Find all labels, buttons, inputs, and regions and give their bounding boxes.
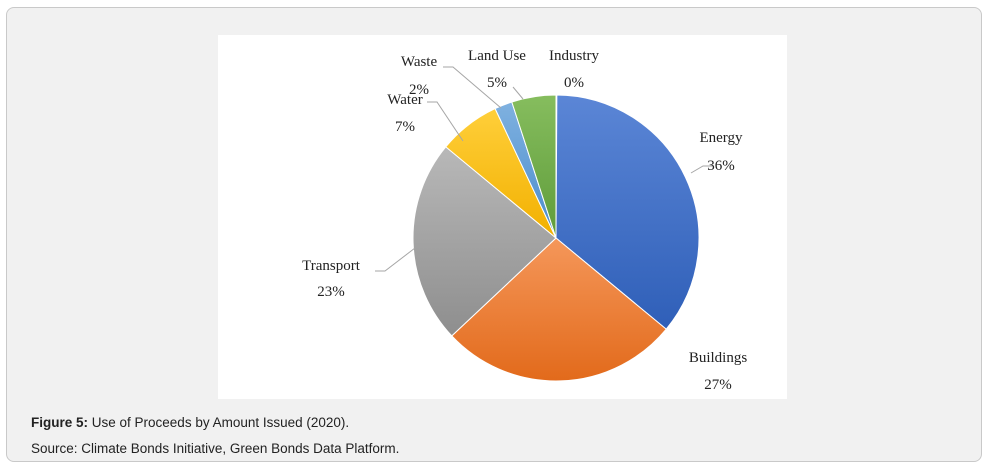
label-water-value: 7% bbox=[395, 119, 415, 135]
figure-caption: Figure 5: Use of Proceeds by Amount Issu… bbox=[31, 415, 349, 431]
label-waste-name: Waste bbox=[401, 54, 438, 70]
figure-label: Figure 5: bbox=[31, 415, 89, 430]
label-transport-name: Transport bbox=[302, 258, 361, 274]
label-industry-name: Industry bbox=[549, 48, 599, 64]
label-transport-value: 23% bbox=[317, 284, 345, 300]
label-water-name: Water bbox=[387, 92, 422, 108]
leader-line-landuse bbox=[512, 86, 524, 100]
figure-frame: Energy 36% Buildings 27% Transport 23% W… bbox=[6, 7, 982, 462]
pie-slice-industry bbox=[555, 94, 558, 239]
pie-chart-svg: Energy 36% Buildings 27% Transport 23% W… bbox=[302, 48, 748, 393]
pie-slice-buildings bbox=[451, 237, 667, 382]
leader-line-waste bbox=[443, 66, 502, 109]
figure-caption-text: Use of Proceeds by Amount Issued (2020). bbox=[88, 415, 350, 430]
label-buildings-value: 27% bbox=[704, 377, 732, 393]
label-industry-value: 0% bbox=[564, 75, 584, 91]
leader-line-energy bbox=[690, 165, 713, 174]
pie-slice-energy bbox=[555, 94, 700, 330]
label-buildings-name: Buildings bbox=[689, 350, 748, 366]
label-landuse-name: Land Use bbox=[468, 48, 526, 64]
leader-line-water bbox=[427, 101, 464, 142]
label-landuse-value: 5% bbox=[487, 75, 507, 91]
figure-source: Source: Climate Bonds Initiative, Green … bbox=[31, 441, 400, 456]
pie-chart: Energy 36% Buildings 27% Transport 23% W… bbox=[218, 35, 787, 399]
label-waste-value: 2% bbox=[409, 82, 429, 98]
leader-line-transport bbox=[375, 247, 416, 272]
label-energy-value: 36% bbox=[707, 158, 735, 174]
label-energy-name: Energy bbox=[699, 130, 743, 146]
pie-slice-transport bbox=[412, 146, 557, 337]
